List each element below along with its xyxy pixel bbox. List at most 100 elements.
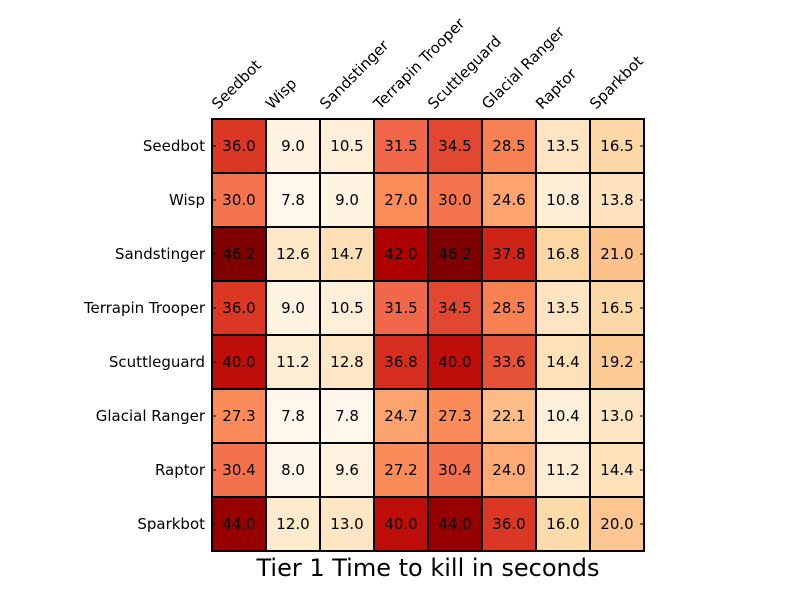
- cell-value-label: 30.4: [222, 461, 255, 479]
- cell-value-label: 24.7: [384, 407, 417, 425]
- heatmap-cell: [589, 172, 645, 228]
- cell-value-label: 21.0: [600, 245, 633, 263]
- row-label: Wisp: [169, 191, 205, 209]
- cell-value-label: 9.0: [335, 191, 359, 209]
- heatmap-cell: [481, 388, 537, 444]
- cell-value-label: 27.3: [438, 407, 471, 425]
- cell-value-label: 36.0: [222, 137, 255, 155]
- chart-title: Tier 1 Time to kill in seconds: [256, 554, 600, 582]
- heatmap-cell: [319, 496, 375, 552]
- heatmap-cell: [427, 334, 483, 390]
- cell-value-label: 16.8: [546, 245, 579, 263]
- heatmap-cell: [211, 442, 267, 498]
- row-label: Sparkbot: [137, 515, 205, 533]
- column-label: Wisp: [262, 75, 300, 113]
- cell-value-label: 24.6: [492, 191, 525, 209]
- cell-value-label: 22.1: [492, 407, 525, 425]
- cell-value-label: 30.4: [438, 461, 471, 479]
- row-label: Scuttleguard: [109, 353, 205, 371]
- cell-value-label: 36.8: [384, 353, 417, 371]
- cell-value-label: 10.4: [546, 407, 579, 425]
- heatmap-cell: [589, 496, 645, 552]
- cell-value-label: 9.6: [335, 461, 359, 479]
- heatmap-cell: [589, 388, 645, 444]
- cell-value-label: 27.3: [222, 407, 255, 425]
- cell-value-label: 10.8: [546, 191, 579, 209]
- cell-value-label: 44.0: [438, 515, 471, 533]
- plot-frame: [211, 118, 645, 552]
- heatmap-cell: [535, 226, 591, 282]
- row-label: Raptor: [155, 461, 206, 479]
- cell-value-label: 31.5: [384, 299, 417, 317]
- heatmap-cell: [265, 172, 321, 228]
- cell-value-label: 11.2: [276, 353, 309, 371]
- heatmap-cell: [481, 226, 537, 282]
- cell-value-label: 40.0: [384, 515, 417, 533]
- row-label: Sandstinger: [115, 245, 206, 263]
- cell-value-label: 27.0: [384, 191, 417, 209]
- heatmap-cell: [427, 280, 483, 336]
- heatmap-cells: 36.0 9.0 10.5 31.5 34.5 28.5 13.5 16.5 30.0 7.8 9.…: [211, 118, 645, 552]
- cell-value-label: 37.8: [492, 245, 525, 263]
- cell-value-label: 11.2: [546, 461, 579, 479]
- cell-value-label: 42.0: [384, 245, 417, 263]
- cell-value-label: 12.0: [276, 515, 309, 533]
- cell-value-label: 7.8: [335, 407, 359, 425]
- heatmap-cell: [373, 172, 429, 228]
- cell-value-label: 13.5: [546, 299, 579, 317]
- cell-value-label: 8.0: [281, 461, 305, 479]
- cell-value-label: 20.0: [600, 515, 633, 533]
- heatmap-cell: [373, 334, 429, 390]
- row-label: Seedbot: [143, 137, 205, 155]
- heatmap-cell: [481, 118, 537, 174]
- cell-value-label: 46.2: [222, 245, 255, 263]
- cell-value-label: 9.0: [281, 299, 305, 317]
- row-label: Glacial Ranger: [96, 407, 206, 425]
- cell-value-label: 7.8: [281, 407, 305, 425]
- cell-value-label: 13.5: [546, 137, 579, 155]
- heatmap-cell: [481, 442, 537, 498]
- cell-value-label: 16.0: [546, 515, 579, 533]
- cell-value-label: 44.0: [222, 515, 255, 533]
- cell-value-label: 30.0: [438, 191, 471, 209]
- heatmap-cell: [427, 388, 483, 444]
- heatmap-cell: [589, 118, 645, 174]
- heatmap-cell: [319, 226, 375, 282]
- heatmap-cell: [265, 388, 321, 444]
- cell-value-label: 40.0: [222, 353, 255, 371]
- cell-value-label: 46.2: [438, 245, 471, 263]
- column-label: Sparkbot: [586, 52, 647, 113]
- cell-value-label: 13.0: [600, 407, 633, 425]
- column-label: Raptor: [532, 64, 581, 113]
- heatmap-cell: [427, 226, 483, 282]
- cell-value-label: 28.5: [492, 299, 525, 317]
- cell-value-label: 24.0: [492, 461, 525, 479]
- heatmap-cell: [427, 496, 483, 552]
- cell-value-label: 12.6: [276, 245, 309, 263]
- heatmap-cell: [265, 442, 321, 498]
- cell-value-label: 13.8: [600, 191, 633, 209]
- cell-value-label: 14.4: [600, 461, 633, 479]
- cell-value-label: 36.0: [492, 515, 525, 533]
- cell-value-label: 14.4: [546, 353, 579, 371]
- cell-value-label: 40.0: [438, 353, 471, 371]
- row-labels: Seedbot Wisp Sandstinger Terrapin Trooper Sc…: [83, 137, 644, 533]
- cell-value-label: 9.0: [281, 137, 305, 155]
- cell-value-label: 27.2: [384, 461, 417, 479]
- cell-value-label: 31.5: [384, 137, 417, 155]
- heatmap-cell: [373, 226, 429, 282]
- cell-value-label: 36.0: [222, 299, 255, 317]
- cell-value-label: 28.5: [492, 137, 525, 155]
- heatmap-cell: [481, 172, 537, 228]
- cell-value-label: 16.5: [600, 299, 633, 317]
- heatmap-cell: [535, 442, 591, 498]
- column-label: Seedbot: [208, 56, 265, 113]
- cell-value-label: 7.8: [281, 191, 305, 209]
- cell-value-label: 30.0: [222, 191, 255, 209]
- row-label: Terrapin Trooper: [83, 299, 206, 317]
- cell-value-label: 33.6: [492, 353, 525, 371]
- heatmap-cell: [427, 442, 483, 498]
- cell-value-label: 19.2: [600, 353, 633, 371]
- cell-value-label: 10.5: [330, 299, 363, 317]
